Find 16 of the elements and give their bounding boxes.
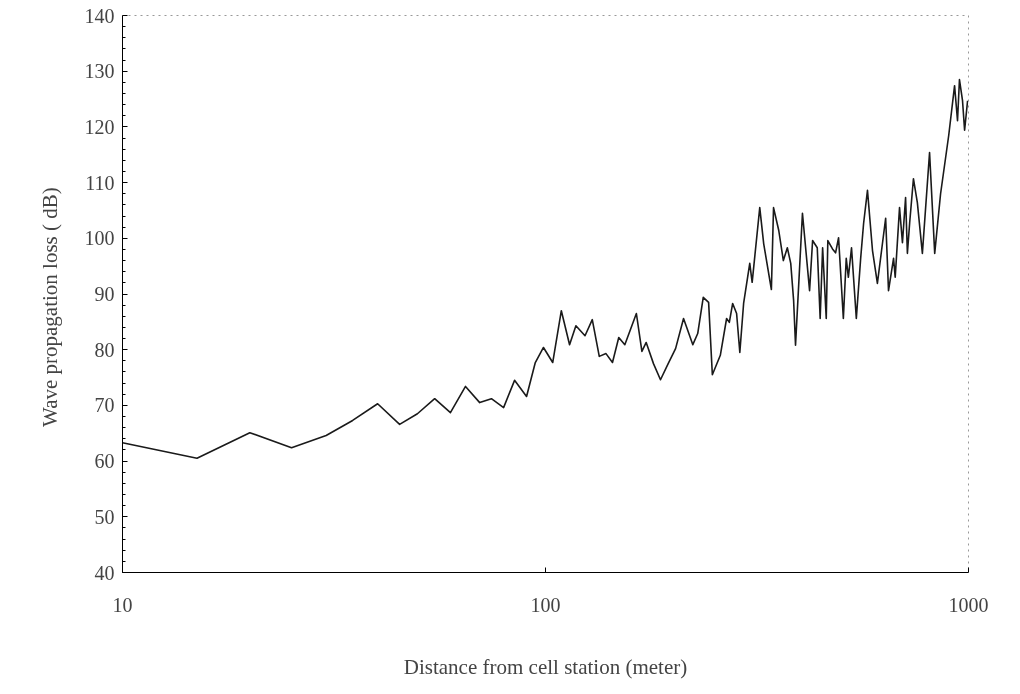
y-tick-label: 130: [84, 60, 115, 83]
x-axis-title: Distance from cell station (meter): [403, 654, 688, 679]
y-tick-label: 90: [94, 283, 115, 305]
y-tick-label: 100: [84, 227, 115, 250]
x-tick-label: 10: [112, 593, 133, 616]
y-tick-label: 80: [94, 338, 115, 361]
y-tick-label: 120: [84, 115, 115, 138]
y-tick-label: 60: [94, 450, 115, 473]
y-tick-label: 110: [85, 171, 115, 194]
y-tick-label: 140: [84, 4, 115, 27]
y-tick-label: 50: [94, 505, 115, 528]
y-tick-label: 70: [94, 394, 115, 417]
y-axis-title: Wave propagation loss ( dB): [37, 187, 62, 427]
y-tick-label: 40: [94, 561, 115, 584]
x-tick-label: 1000: [948, 593, 989, 616]
x-tick-label: 100: [530, 593, 561, 616]
